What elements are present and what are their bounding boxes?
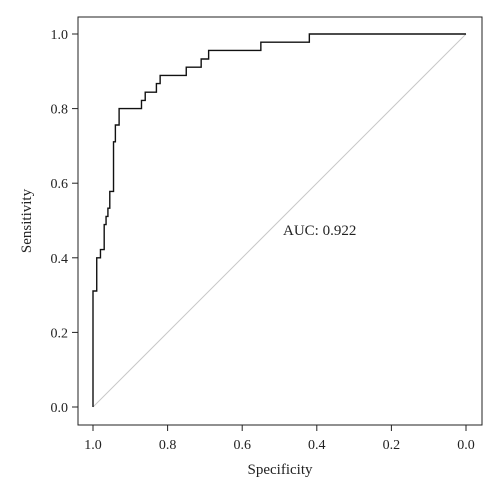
y-axis-title: Sensitivity bbox=[19, 188, 35, 253]
y-tick-label: 0.6 bbox=[51, 177, 69, 192]
x-tick-label: 0.4 bbox=[308, 438, 326, 453]
auc-annotation: AUC: 0.922 bbox=[283, 223, 356, 239]
x-tick-label: 1.0 bbox=[84, 438, 102, 453]
plot-frame bbox=[77, 16, 483, 426]
reference-diagonal-line bbox=[92, 33, 467, 408]
x-tick-label: 0.6 bbox=[233, 438, 251, 453]
x-axis-ticks: 1.0 0.8 0.6 0.4 0.2 0.0 bbox=[84, 425, 475, 453]
x-tick-label: 0.0 bbox=[457, 438, 475, 453]
y-tick-label: 0.4 bbox=[51, 252, 69, 267]
roc-curve-line bbox=[92, 33, 466, 407]
y-tick-label: 0.0 bbox=[51, 401, 69, 416]
series-layer bbox=[92, 33, 467, 408]
y-tick-label: 0.2 bbox=[51, 326, 69, 341]
x-axis-title: Specificity bbox=[248, 462, 313, 478]
x-tick-label: 0.2 bbox=[383, 438, 401, 453]
y-tick-label: 1.0 bbox=[51, 28, 69, 43]
y-axis-ticks: 0.0 0.2 0.4 0.6 0.8 1.0 bbox=[51, 28, 78, 416]
y-tick-label: 0.8 bbox=[51, 103, 69, 118]
x-tick-label: 0.8 bbox=[159, 438, 177, 453]
